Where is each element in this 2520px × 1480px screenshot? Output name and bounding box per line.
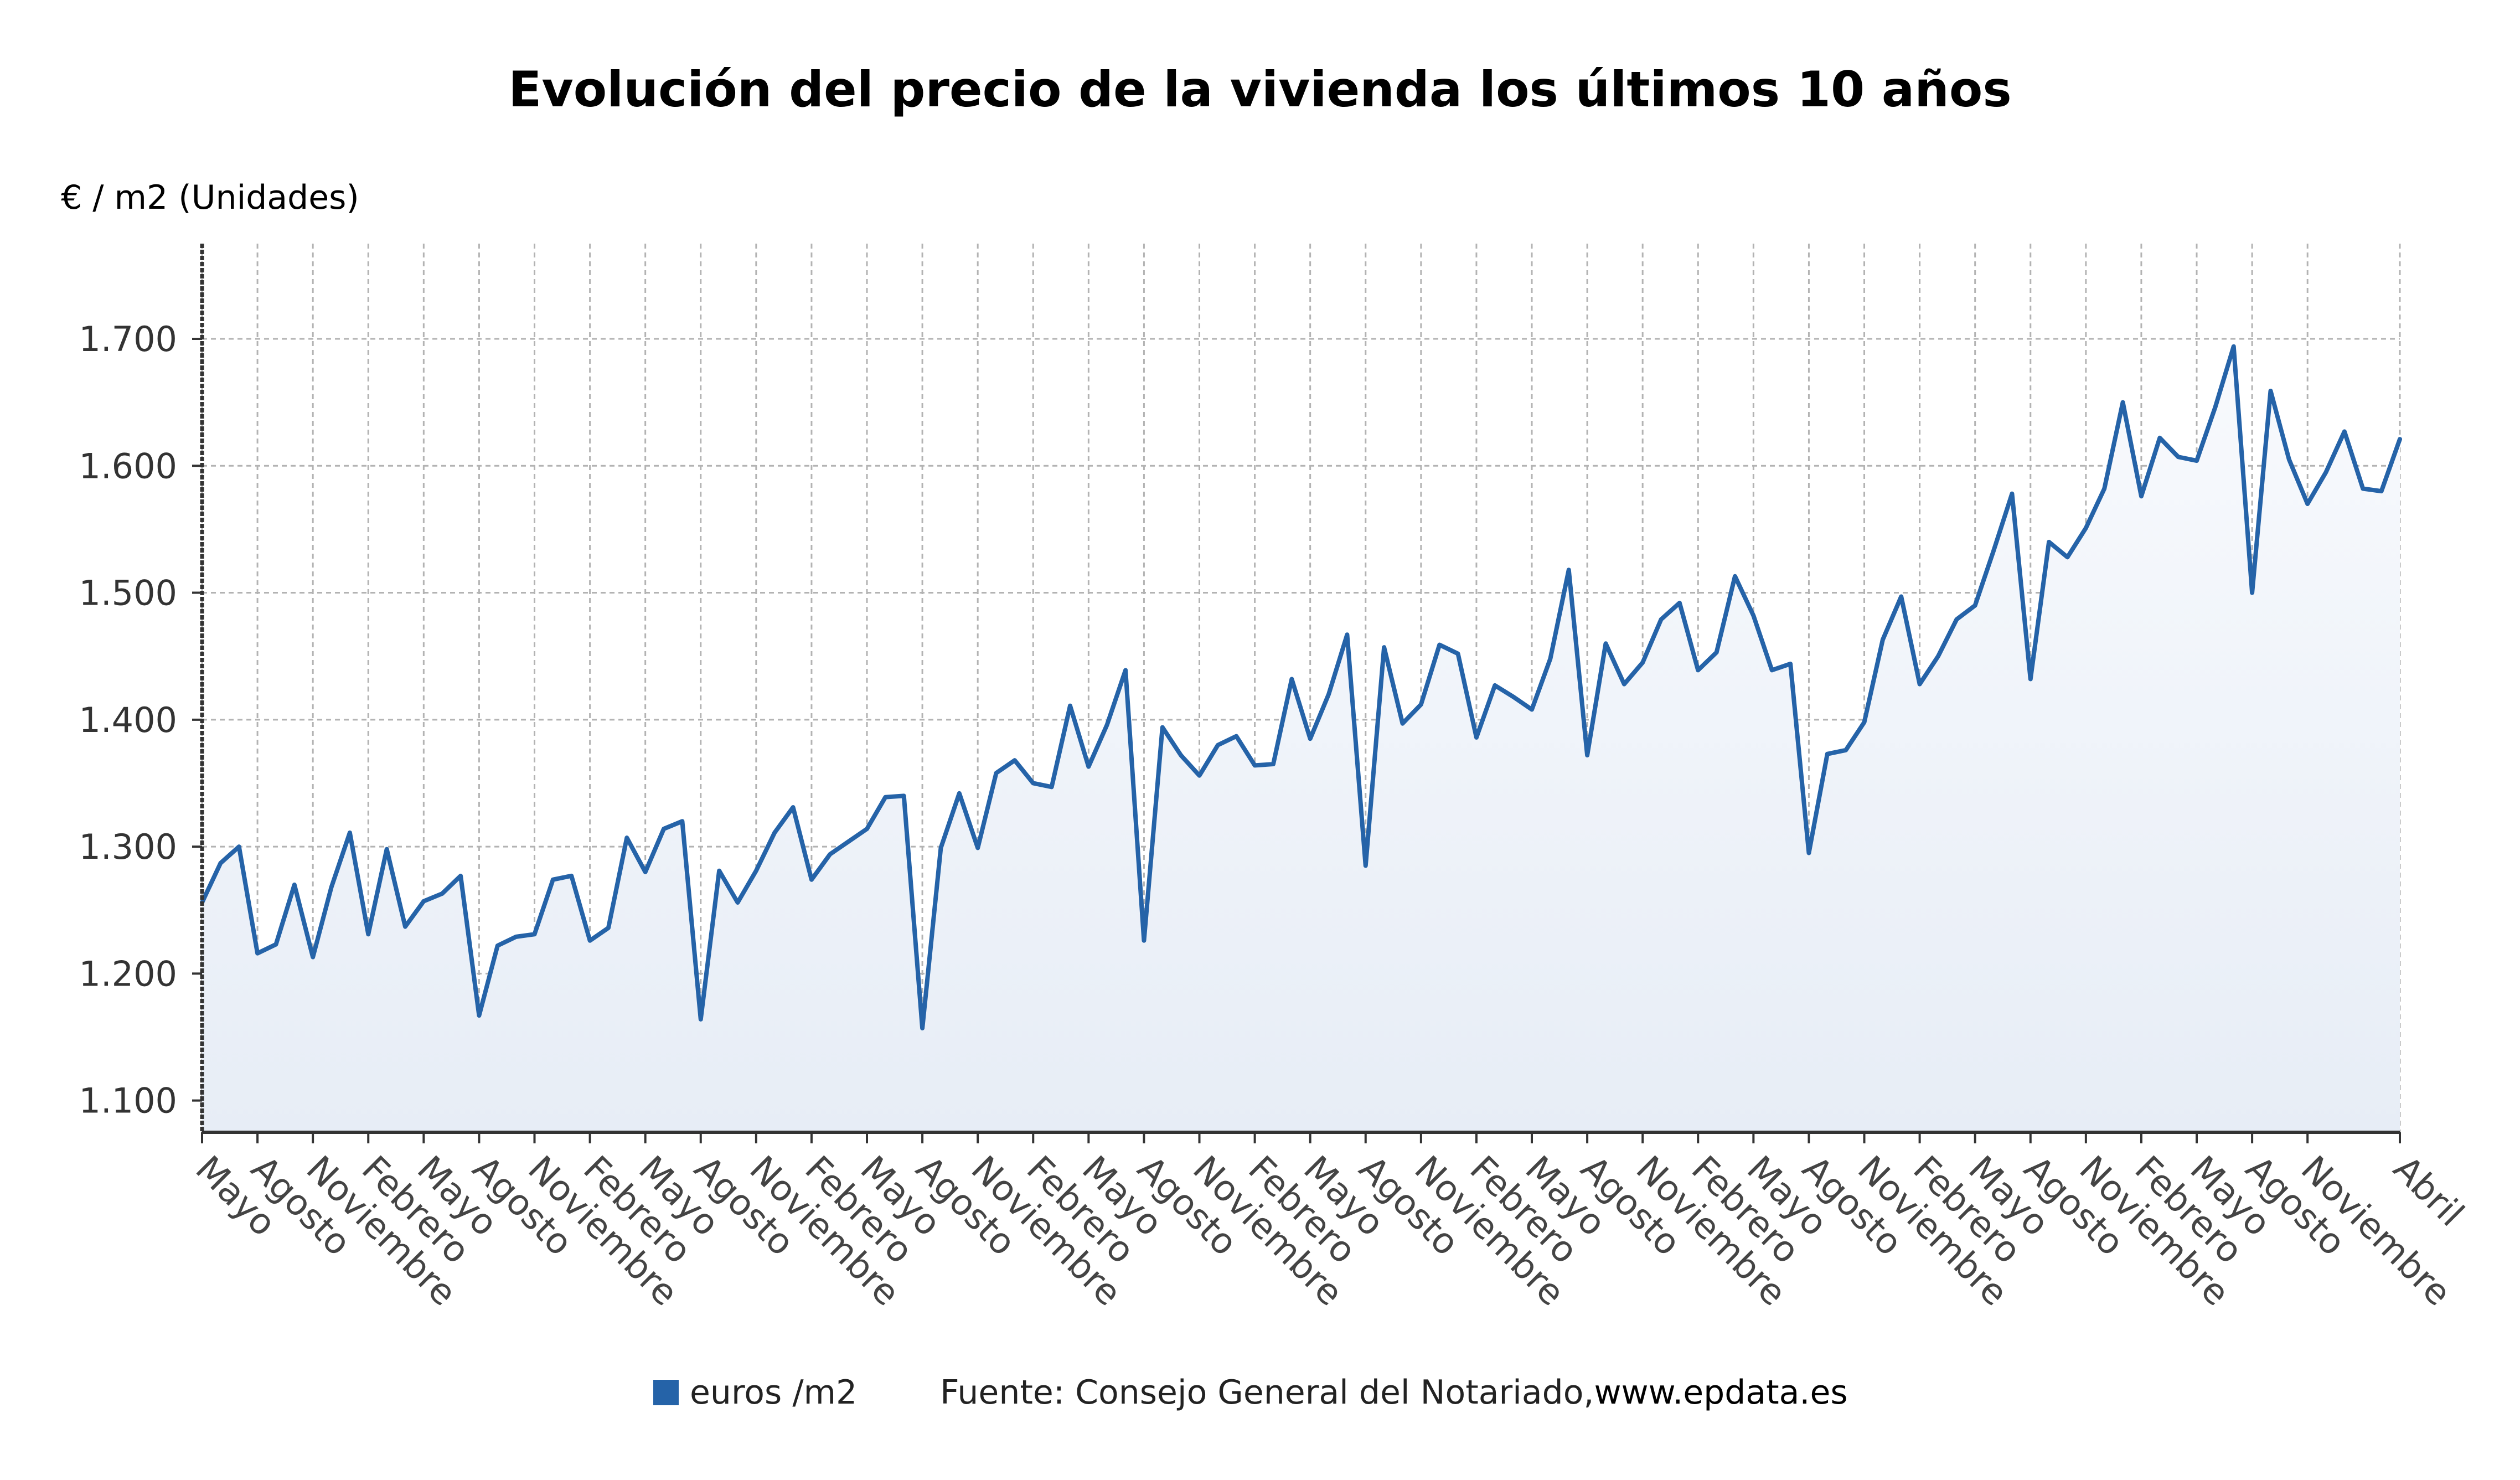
x-tick-label: Abril [2385,1148,2472,1235]
series-line [200,344,2402,1030]
y-tick-label: 1.100 [79,1081,178,1121]
axes [200,244,2400,1134]
y-tick-label: 1.500 [79,573,178,613]
y-axis-label: € / m2 (Unidades) [61,178,359,217]
x-ticks: MayoAgostoNoviembreFebreroMayoAgostoNovi… [188,1132,2472,1314]
series-area [202,346,2400,1132]
legend-swatch [653,1380,679,1405]
legend-label: euros /m2 [690,1373,858,1412]
y-ticks: 1.100 1.200 1.300 1.400 1.500 1.600 1.700 [79,319,202,1121]
y-tick-label: 1.200 [79,953,178,994]
y-tick-label: 1.400 [79,700,178,740]
y-tick-label: 1.300 [79,827,178,867]
legend: euros /m2 Fuente: Consejo General del No… [653,1373,1848,1412]
chart-title: Evolución del precio de la vivienda los … [508,61,2012,118]
y-tick-label: 1.600 [79,446,178,486]
source-text: Fuente: Consejo General del Notariado, [940,1373,1594,1412]
source-link[interactable]: www.epdata.es [1594,1373,1848,1412]
y-tick-label: 1.700 [79,319,178,359]
